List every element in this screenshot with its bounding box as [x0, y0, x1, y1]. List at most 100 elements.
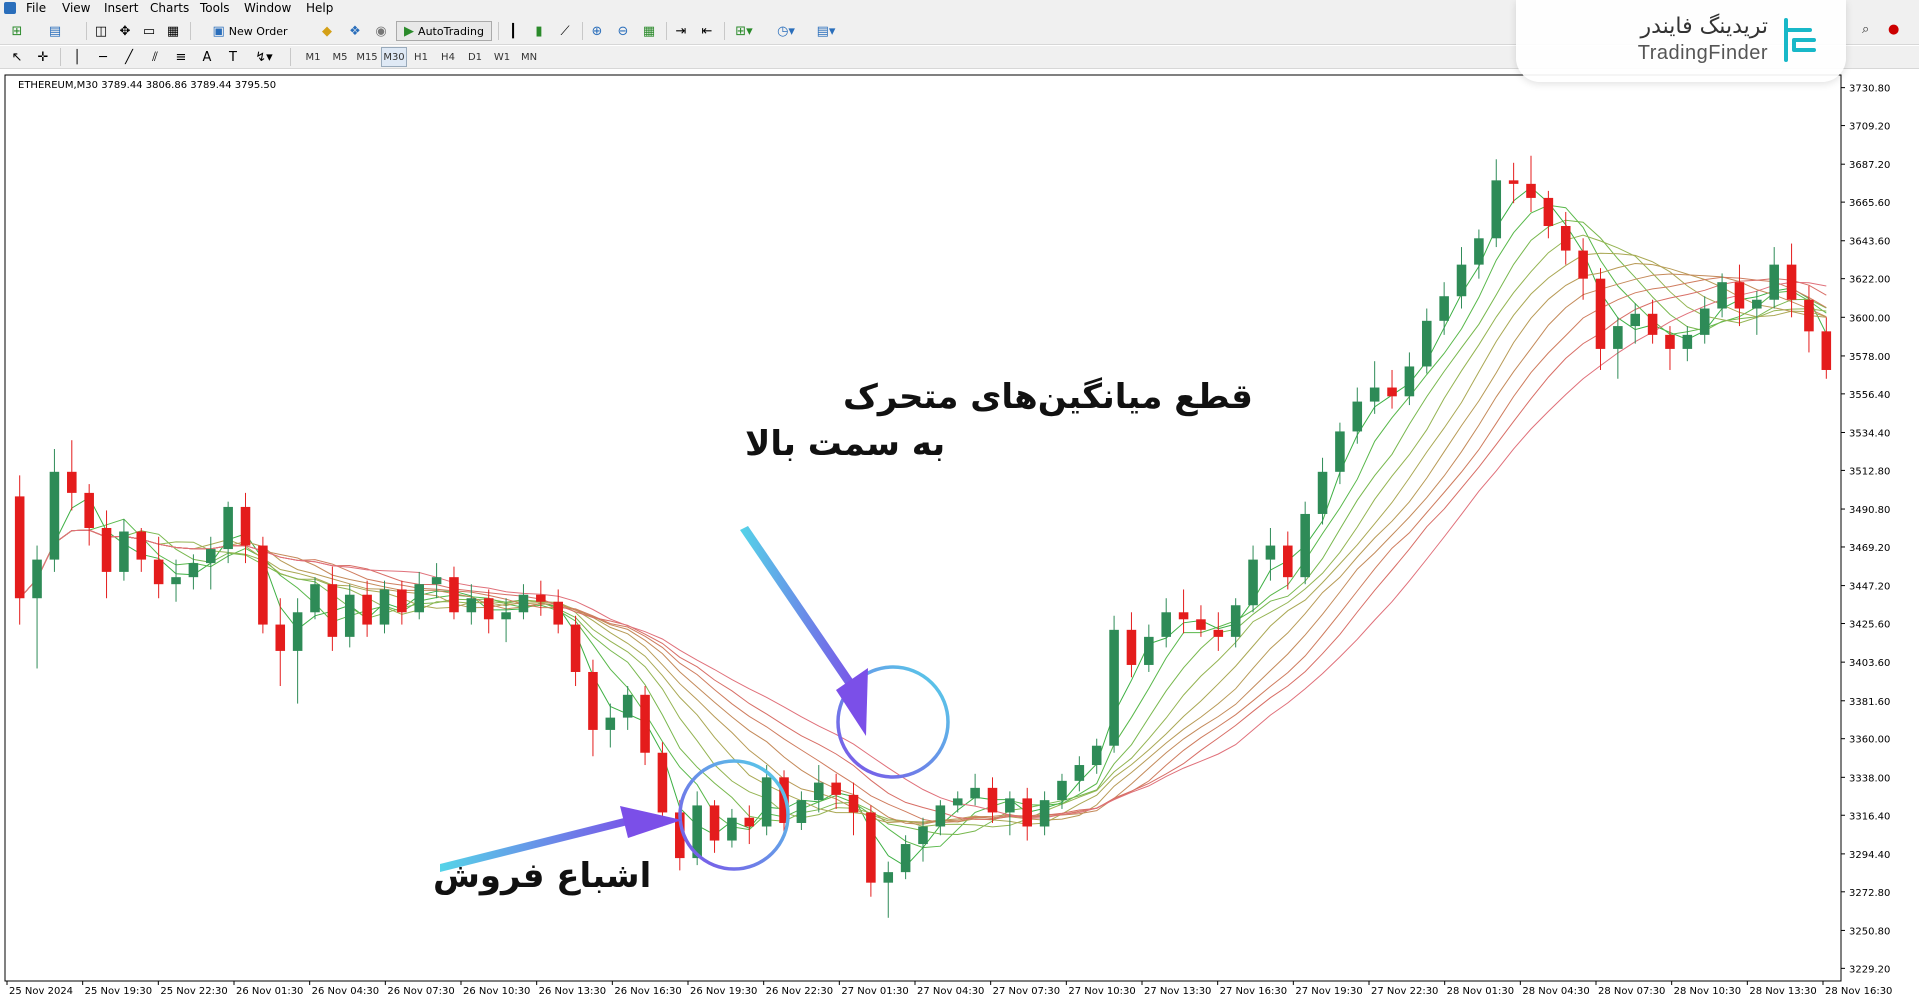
- candle-body: [1091, 745, 1102, 766]
- candle-body: [14, 496, 25, 599]
- candle: [84, 484, 94, 546]
- candle: [205, 536, 216, 590]
- candle-body: [188, 563, 199, 578]
- y-tick-label: 3469.20: [1849, 543, 1890, 554]
- new-order-label: New Order: [228, 24, 288, 38]
- channel-icon[interactable]: ⫽: [152, 49, 158, 65]
- chart-shift-icon[interactable]: ⇥: [675, 23, 687, 39]
- candle-body: [622, 694, 633, 718]
- candle-body: [379, 589, 390, 625]
- horizontal-line-icon[interactable]: ─: [99, 49, 107, 65]
- chart-window[interactable]: 3730.80 3709.20 3687.20 3665.60 3643.60 3622.…: [0, 68, 1919, 997]
- candle: [292, 598, 303, 704]
- text-icon[interactable]: A: [202, 49, 212, 65]
- metaeditor-icon[interactable]: ◆: [322, 23, 332, 39]
- candle: [1734, 264, 1745, 327]
- x-tick-label: 26 Nov 07:30: [387, 986, 454, 996]
- brand-persian-name: تریدینگ فایندر: [1640, 14, 1768, 39]
- candle-body: [813, 782, 824, 801]
- menu-tools[interactable]: Tools: [200, 1, 230, 15]
- market-watch-icon[interactable]: ◫: [94, 23, 108, 39]
- notifications-icon[interactable]: ●: [1888, 22, 1900, 37]
- navigator-icon[interactable]: ✥: [119, 23, 131, 39]
- fibonacci-icon[interactable]: ≡: [175, 49, 187, 65]
- search-icon[interactable]: ⌕: [1862, 22, 1870, 37]
- x-tick-label: 25 Nov 2024: [9, 986, 73, 996]
- market-icon[interactable]: ◉: [375, 23, 387, 39]
- crosshair-icon[interactable]: ✛: [37, 49, 49, 65]
- candlestick-icon[interactable]: ▮: [535, 23, 543, 39]
- vertical-line-icon[interactable]: │: [73, 49, 81, 65]
- candle: [1474, 229, 1484, 279]
- line-chart-icon[interactable]: ⟋: [560, 23, 570, 39]
- menu-file[interactable]: File: [26, 1, 47, 15]
- candle-body: [1508, 180, 1519, 184]
- candle: [223, 501, 233, 564]
- candle: [1196, 605, 1206, 637]
- timeframe-mn[interactable]: MN: [520, 51, 538, 63]
- terminal-icon[interactable]: ▭: [142, 23, 156, 39]
- x-tick-label: 28 Nov 13:30: [1749, 986, 1816, 996]
- candle-body: [1821, 331, 1832, 370]
- timeframe-w1[interactable]: W1: [493, 51, 511, 63]
- candle-body: [744, 817, 755, 827]
- y-tick-label: 3622.00: [1849, 275, 1890, 286]
- candle: [1613, 317, 1623, 379]
- templates-icon[interactable]: ▤▾: [816, 23, 836, 39]
- menu-charts[interactable]: Charts: [150, 1, 190, 15]
- candle: [136, 528, 147, 572]
- timeframe-h1[interactable]: H1: [414, 51, 428, 63]
- y-tick-label: 3360.00: [1849, 735, 1890, 746]
- timeframe-m15[interactable]: M15: [356, 51, 378, 63]
- candle: [67, 440, 77, 511]
- price-chart[interactable]: 3730.80 3709.20 3687.20 3665.60 3643.60 3622.…: [0, 68, 1919, 997]
- menu-help[interactable]: Help: [306, 1, 334, 15]
- candle-body: [553, 601, 563, 625]
- candle-body: [779, 777, 789, 823]
- timeframe-m30[interactable]: M30: [381, 47, 407, 67]
- menu-window[interactable]: Window: [244, 1, 292, 15]
- candle-body: [1109, 629, 1119, 746]
- candle: [1404, 352, 1415, 406]
- text-label-icon[interactable]: T: [229, 49, 237, 65]
- candle: [935, 800, 946, 836]
- autoscroll-icon[interactable]: ⇤: [701, 23, 713, 39]
- bar-chart-icon[interactable]: ┃: [509, 23, 517, 39]
- candle: [310, 577, 320, 620]
- candle-body: [987, 787, 998, 813]
- autotrading-button[interactable]: ▶ AutoTrading: [396, 21, 492, 41]
- new-chart-icon[interactable]: ⊞: [11, 23, 23, 39]
- autotrading-label: AutoTrading: [418, 24, 484, 38]
- new-order-button[interactable]: ▣ New Order: [212, 23, 288, 39]
- zoom-out-icon[interactable]: ⊖: [617, 23, 629, 39]
- candle-body: [1526, 183, 1536, 198]
- candle-body: [344, 594, 355, 637]
- profiles-icon[interactable]: ▤: [48, 23, 62, 39]
- candle-body: [1178, 612, 1189, 620]
- candle: [588, 659, 598, 757]
- zoom-in-icon[interactable]: ⊕: [591, 23, 603, 39]
- candle-body: [240, 506, 251, 546]
- candle-body: [67, 471, 77, 493]
- timeframe-d1[interactable]: D1: [467, 51, 483, 63]
- candle-body: [1595, 278, 1606, 349]
- trendline-icon[interactable]: ╱: [125, 49, 133, 65]
- x-tick-label: 25 Nov 22:30: [160, 986, 227, 996]
- menu-bar: File View Insert Charts Tools Window Hel…: [0, 0, 1919, 18]
- tile-windows-icon[interactable]: ▦: [642, 23, 656, 39]
- x-tick-label: 26 Nov 04:30: [312, 986, 379, 996]
- strategy-tester-icon[interactable]: ▦: [166, 23, 180, 39]
- timeframe-m1[interactable]: M1: [305, 51, 321, 63]
- candle-body: [952, 798, 963, 806]
- arrows-icon[interactable]: ↯▾: [255, 49, 273, 65]
- candle-body: [900, 844, 911, 873]
- menu-view[interactable]: View: [62, 1, 91, 15]
- cursor-icon[interactable]: ↖: [11, 49, 23, 65]
- timeframe-h4[interactable]: H4: [441, 51, 455, 63]
- indicators-icon[interactable]: ⊞▾: [735, 23, 753, 39]
- menu-insert[interactable]: Insert: [104, 1, 139, 15]
- timeframe-m5[interactable]: M5: [332, 51, 348, 63]
- periods-icon[interactable]: ◷▾: [777, 23, 795, 39]
- candle: [536, 580, 546, 616]
- signals-icon[interactable]: ❖: [349, 23, 361, 39]
